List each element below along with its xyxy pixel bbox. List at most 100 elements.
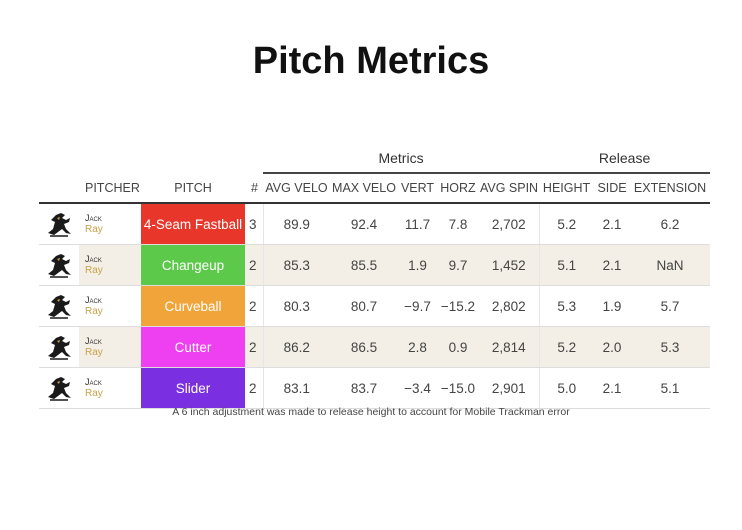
extension-value: NaN [630,244,711,286]
pitcher-last-name: Ray [85,265,103,276]
avg-spin-value: 2,901 [479,367,540,409]
height-value: 5.3 [538,285,595,327]
avg-velo-value: 85.3 [262,244,330,286]
pitcher-first-name: Jack [85,295,102,305]
pitch-type-label: Changeup [141,245,245,285]
header-avg-spin: AVG SPIN [479,173,540,204]
pitch-type-label: Curveball [141,286,245,326]
header-vert: VERT [398,173,437,204]
table-row: Jack Ray 4-Seam Fastball 3 89.9 92.4 11.… [39,203,711,245]
avg-spin-value: 1,452 [479,244,540,286]
footnote: A 6 inch adjustment was made to release … [172,406,570,418]
pitch-type-cell: Changeup [141,244,245,286]
avg-velo-value: 80.3 [262,285,330,327]
header-pitcher: PITCHER [79,173,141,204]
header-pitch: PITCH [141,173,245,204]
side-value: 2.1 [594,367,631,409]
pitch-count: 3 [245,203,263,245]
header-horz: HORZ [437,173,479,204]
column-header-row: PITCHER PITCH # AVG VELO MAX VELO VERT H… [39,173,711,204]
pitch-type-cell: 4-Seam Fastball [141,203,245,245]
logo-cell [39,244,79,286]
side-value: 1.9 [594,285,631,327]
header-height: HEIGHT [539,173,595,204]
table-row: Jack Ray Slider 2 83.1 83.7 −3.4 −15.0 2… [39,367,711,409]
vert-value: 1.9 [398,244,437,286]
vert-value: −9.7 [398,285,437,327]
pitch-type-cell: Slider [141,367,245,409]
logo-cell [39,326,79,368]
pitcher-first-name: Jack [85,213,102,223]
max-velo-value: 92.4 [330,203,398,245]
pitch-type-cell: Cutter [141,326,245,368]
vert-value: 2.8 [398,326,437,368]
pitch-type-label: 4-Seam Fastball [141,204,245,244]
header-logo [39,173,79,204]
avg-velo-value: 83.1 [262,367,330,409]
horz-value: 0.9 [437,326,479,368]
pitch-count: 2 [245,285,263,327]
max-velo-value: 86.5 [330,326,398,368]
group-header-row: Metrics Release [39,128,711,174]
pitcher-last-name: Ray [85,306,103,317]
horz-value: 9.7 [437,244,479,286]
header-count: # [245,173,263,204]
pitcher-name: Jack Ray [79,326,141,368]
horz-value: 7.8 [437,203,479,245]
height-value: 5.2 [538,326,595,368]
vert-value: −3.4 [398,367,437,409]
pitcher-first-name: Jack [85,254,102,264]
page-title: Pitch Metrics [252,40,490,82]
pitcher-last-name: Ray [85,224,103,235]
pitcher-name: Jack Ray [79,367,141,409]
pitch-type-label: Cutter [141,327,245,367]
header-side: SIDE [594,173,631,204]
vert-value: 11.7 [398,203,437,245]
horz-value: −15.0 [437,367,479,409]
pitcher-first-name: Jack [85,377,102,387]
header-max-velo: MAX VELO [330,173,398,204]
avg-spin-value: 2,702 [479,203,540,245]
avg-velo-value: 89.9 [262,203,330,245]
extension-value: 5.7 [630,285,711,327]
pitch-type-label: Slider [141,368,245,408]
table-row: Jack Ray Cutter 2 86.2 86.5 2.8 0.9 2,81… [39,326,711,368]
team-logo-icon [48,295,71,319]
height-value: 5.0 [538,367,595,409]
pitcher-name: Jack Ray [79,203,141,245]
pitcher-last-name: Ray [85,388,103,399]
max-velo-value: 80.7 [330,285,398,327]
team-logo-icon [48,254,71,278]
side-value: 2.1 [594,203,631,245]
logo-cell [39,367,79,409]
group-metrics: Metrics [263,128,540,174]
extension-value: 6.2 [630,203,711,245]
logo-cell [39,285,79,327]
avg-spin-value: 2,814 [479,326,540,368]
avg-velo-value: 86.2 [262,326,330,368]
pitcher-name: Jack Ray [79,244,141,286]
team-logo-icon [48,336,71,360]
height-value: 5.2 [538,203,595,245]
extension-value: 5.1 [630,367,711,409]
group-release: Release [539,128,711,174]
height-value: 5.1 [538,244,595,286]
pitcher-name: Jack Ray [79,285,141,327]
header-avg-velo: AVG VELO [263,173,330,204]
side-value: 2.1 [594,244,631,286]
side-value: 2.0 [594,326,631,368]
table-row: Jack Ray Changeup 2 85.3 85.5 1.9 9.7 1,… [39,244,711,286]
team-logo-icon [48,213,71,237]
table-row: Jack Ray Curveball 2 80.3 80.7 −9.7 −15.… [39,285,711,327]
pitch-count: 2 [245,326,263,368]
pitch-count: 2 [245,367,263,409]
pitch-type-cell: Curveball [141,285,245,327]
horz-value: −15.2 [437,285,479,327]
pitcher-last-name: Ray [85,347,103,358]
extension-value: 5.3 [630,326,711,368]
max-velo-value: 83.7 [330,367,398,409]
max-velo-value: 85.5 [330,244,398,286]
pitcher-first-name: Jack [85,336,102,346]
pitch-metrics-table: Metrics Release PITCHER PITCH # AVG VELO… [39,128,711,409]
header-extension: EXTENSION [630,173,711,204]
